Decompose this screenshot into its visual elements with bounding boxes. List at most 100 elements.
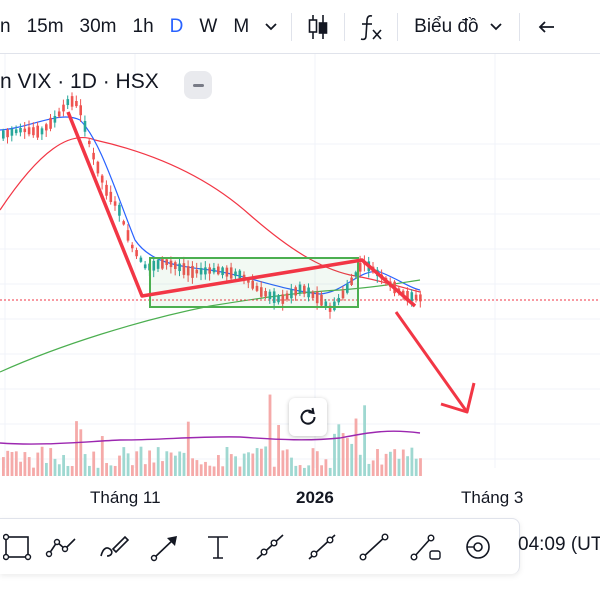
candle-body [178,263,181,272]
candle-body [285,293,289,300]
timeframe-partial[interactable]: n [0,15,11,37]
volume-bar [389,451,392,476]
candle-body [277,295,280,303]
candle-body [281,294,285,304]
candle-body [96,161,100,174]
volume-bar [143,464,147,476]
candle-body [14,129,18,134]
text-tool-icon[interactable] [192,519,244,575]
volume-bar [371,460,375,476]
volume-bar [169,452,173,476]
arrow-tool-icon[interactable] [140,519,192,575]
candle-body [419,294,422,302]
volume-bar [229,454,233,476]
magnet-tool-icon[interactable] [452,519,504,575]
volume-bar [333,433,336,476]
minus-icon [192,83,204,87]
candle-body [105,184,108,196]
candle-body [174,262,177,269]
volume-bar [406,456,409,476]
candle-body [346,283,349,293]
volume-bar [131,465,134,476]
volume-bar [294,465,298,476]
reset-chart-button[interactable] [289,398,327,436]
chevron-down-icon[interactable] [257,0,285,54]
timeframe-15m[interactable]: 15m [26,15,64,37]
volume-bar [208,465,212,476]
candle-body [324,301,328,308]
candle-body [358,262,362,272]
price-chart[interactable] [0,54,600,518]
symbol-title[interactable]: n VIX · 1D · HSX [0,70,159,93]
volume-bar [14,451,18,476]
volume-bar [242,453,246,476]
volume-bar [350,443,354,476]
volume-bar [156,447,160,476]
volume-bar [66,465,70,476]
volume-bar [376,449,379,476]
fx-icon[interactable] [351,0,391,54]
timeframe-m[interactable]: M [233,15,250,37]
volume-bar [79,429,83,476]
volume-bar [204,461,207,476]
volume-bar [100,436,104,476]
candle-body [307,287,310,298]
candle-body [122,221,125,225]
trend-line-tool-icon[interactable] [296,519,348,575]
volume-bar [105,463,108,476]
timeframe-w[interactable]: W [199,15,218,37]
toolbar-divider [344,12,346,41]
volume-bar [161,461,164,476]
volume-bar [238,466,242,476]
candle-body [234,271,237,277]
volume-bar [363,405,366,476]
candle-body [40,128,44,135]
candle-body [79,105,82,116]
volume-bar [414,458,418,476]
volume-bar [393,449,397,476]
path-tool-icon[interactable] [36,519,88,575]
timeframe-1h[interactable]: 1h [132,15,154,37]
timeframe-d[interactable]: D [169,15,184,37]
volume-bar [36,452,40,476]
collapse-legend-button[interactable] [184,71,212,99]
candle-body [333,301,336,311]
volume-bar [264,446,268,476]
candle-body [83,121,87,132]
candle-body [139,257,143,262]
volume-bar [225,447,229,476]
timeframe-30m[interactable]: 30m [79,15,117,37]
x-axis-label: Tháng 3 [461,488,524,507]
volume-bar [178,451,182,476]
rectangle-tool-icon[interactable] [0,519,36,575]
candle-body [406,290,409,302]
extended-line-tool-icon[interactable] [348,519,400,575]
volume-bar [19,461,22,476]
arrow-left-icon[interactable] [526,0,566,54]
info-line-tool-icon[interactable] [400,519,452,575]
candles-icon[interactable] [298,0,338,54]
candle-body [238,270,242,279]
drawing-toolbar [0,518,520,574]
volume-bar [70,466,74,476]
candle-body [66,99,70,106]
candle-body [32,127,35,136]
volume-bar [281,450,285,476]
candle-body [156,260,160,269]
volume-bar [27,457,31,476]
candle-body [350,277,353,285]
brush-tool-icon[interactable] [88,519,140,575]
volume-bar [57,464,61,476]
chart-type-dropdown[interactable]: Biểu đồ [404,16,512,38]
volume-bar [285,449,289,476]
ray-tool-icon[interactable] [244,519,296,575]
candle-body [182,263,186,275]
candle-body [414,294,418,300]
volume-bar [221,466,225,476]
volume-bar [139,446,143,476]
volume-bar [234,456,237,476]
volume-bar [419,458,422,476]
candle-body [311,291,315,299]
volume-bar [247,452,250,476]
time-display[interactable]: 04:09 (UT [518,534,600,555]
